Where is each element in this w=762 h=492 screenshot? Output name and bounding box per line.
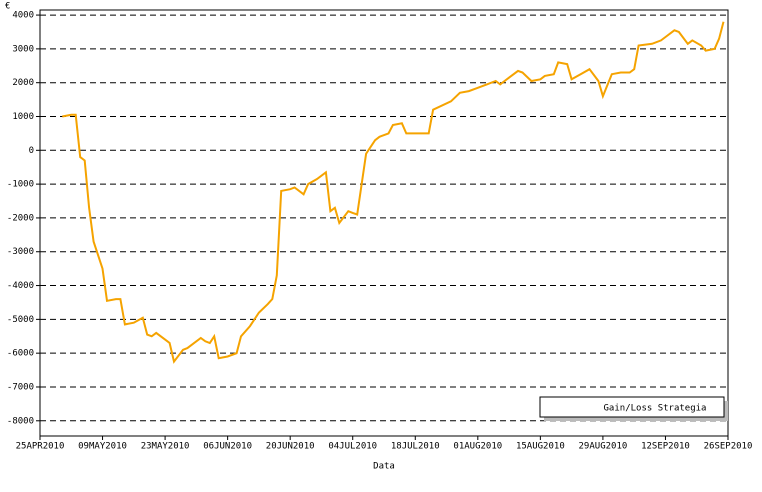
x-tick-label: 29AUG2010 xyxy=(579,442,628,452)
x-tick-label: 26SEP2010 xyxy=(704,442,753,452)
x-tick-label: 15AUG2010 xyxy=(516,442,565,452)
y-tick-label: 0 xyxy=(29,146,34,156)
y-tick-label: -8000 xyxy=(7,416,34,426)
data-line xyxy=(62,21,725,364)
y-axis-label: € xyxy=(5,2,10,12)
y-tick-label: -1000 xyxy=(7,180,34,190)
y-tick-label: 1000 xyxy=(12,112,34,122)
plot-frame xyxy=(39,9,729,437)
x-tick-label: 20JUN2010 xyxy=(266,442,315,452)
y-tick-label: -3000 xyxy=(7,247,34,257)
y-tick-label: 4000 xyxy=(12,11,34,21)
y-tick-label: -5000 xyxy=(7,315,34,325)
y-tick-label: -6000 xyxy=(7,349,34,359)
x-tick-label: 18JUL2010 xyxy=(391,442,440,452)
y-tick-label: -4000 xyxy=(7,281,34,291)
x-axis-label: Data xyxy=(373,462,395,472)
x-tick-label: 06JUN2010 xyxy=(203,442,252,452)
x-tick-label: 23MAY2010 xyxy=(141,442,190,452)
legend-label: Gain/Loss Strategia xyxy=(604,404,707,414)
y-tick-label: 3000 xyxy=(12,44,34,54)
x-tick-label: 12SEP2010 xyxy=(641,442,690,452)
y-tick-label: -2000 xyxy=(7,213,34,223)
x-tick-label: 09MAY2010 xyxy=(78,442,127,452)
y-tick-label: 2000 xyxy=(12,78,34,88)
x-tick-label: 25APR2010 xyxy=(16,442,65,452)
y-tick-label: -7000 xyxy=(7,382,34,392)
x-tick-label: 01AUG2010 xyxy=(453,442,502,452)
x-tick-label: 04JUL2010 xyxy=(328,442,377,452)
legend-box xyxy=(539,396,725,418)
